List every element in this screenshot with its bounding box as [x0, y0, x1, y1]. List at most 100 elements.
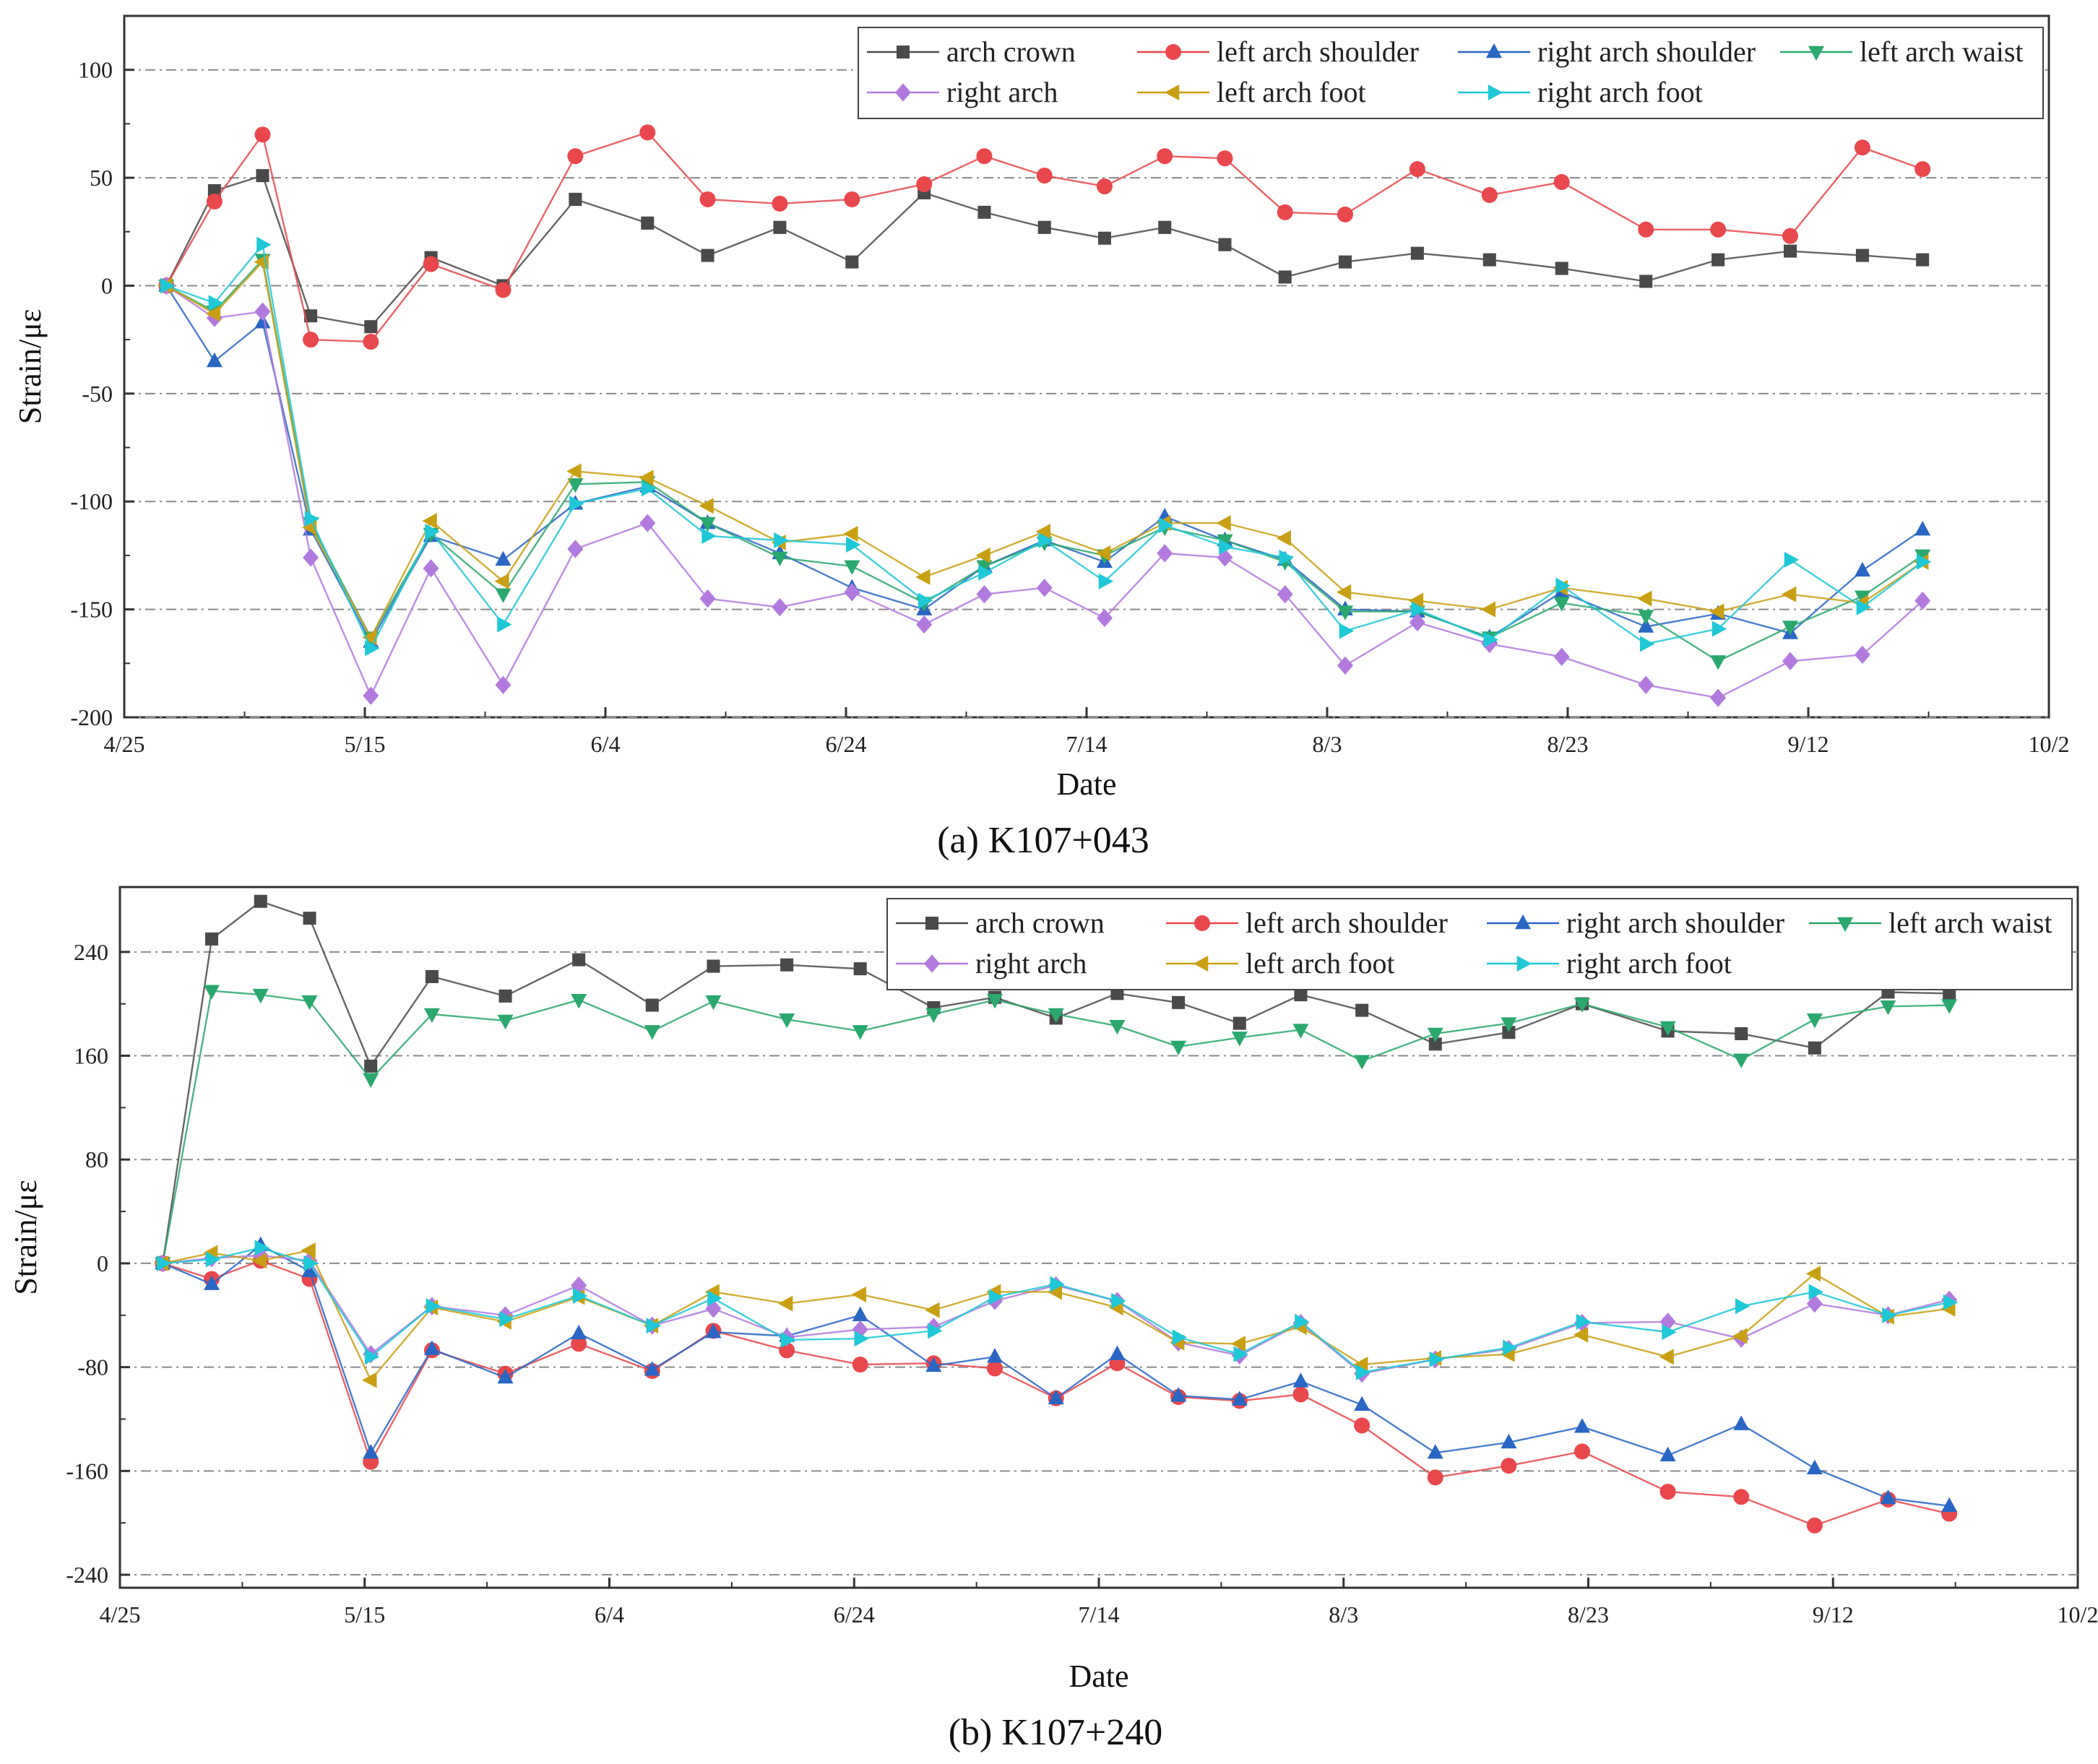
y-tick-label: -150: [70, 597, 113, 623]
data-point: [206, 193, 223, 209]
legend-label: arch crown: [975, 907, 1105, 939]
data-point: [699, 516, 716, 532]
data-point: [1354, 1396, 1370, 1411]
data-point: [977, 205, 991, 219]
data-point: [569, 192, 582, 206]
series-line: [163, 1247, 1950, 1374]
data-point: [1781, 586, 1797, 602]
data-point: [1428, 1037, 1442, 1051]
data-point: [1048, 1389, 1064, 1404]
data-point: [254, 1240, 269, 1256]
legend-label: left arch waist: [1860, 35, 2024, 68]
series-line: [165, 174, 1923, 328]
data-point: [699, 589, 716, 608]
series-line: [165, 260, 1923, 640]
data-point: [1170, 1387, 1187, 1402]
data-point: [644, 1361, 660, 1376]
data-point: [1294, 988, 1308, 1002]
data-point: [1854, 590, 1870, 605]
data-point: [1711, 621, 1727, 637]
legend-label: left arch waist: [1888, 907, 2052, 939]
y-tick-label: 240: [74, 939, 108, 965]
data-point: [1941, 1497, 1958, 1513]
legend-label: right arch: [975, 947, 1087, 980]
data-point: [363, 1444, 379, 1459]
x-tick-label: 8/3: [1313, 731, 1342, 757]
data-point: [571, 1336, 587, 1352]
legend-item: left arch shoulder: [1166, 907, 1448, 939]
series-line: [165, 242, 1923, 651]
data-point: [645, 998, 659, 1012]
data-point: [1659, 1021, 1676, 1037]
legend-marker: [1165, 44, 1181, 60]
data-point: [254, 126, 271, 143]
data-point: [364, 320, 378, 334]
data-point: [1941, 999, 1958, 1014]
data-point: [1784, 551, 1800, 568]
data-point: [304, 309, 318, 323]
data-point: [495, 588, 511, 603]
legend-marker: [1194, 915, 1210, 931]
data-point: [1292, 1386, 1309, 1403]
grid-lines: [124, 69, 2049, 718]
data-point: [844, 560, 860, 575]
data-point: [1109, 1345, 1126, 1360]
legend-marker: [1486, 43, 1502, 59]
data-point: [1553, 647, 1570, 666]
data-point: [1278, 270, 1292, 284]
x-tick-label: 9/12: [1788, 731, 1829, 757]
legend-marker: [1488, 85, 1503, 100]
data-point: [1096, 178, 1113, 195]
data-point: [1231, 1391, 1248, 1406]
y-tick-label: 0: [101, 272, 113, 298]
data-point: [1574, 998, 1591, 1013]
legend-item: right arch foot: [1458, 76, 1703, 108]
data-point: [1292, 1024, 1309, 1039]
y-tick-label: 0: [97, 1250, 108, 1276]
y-tick-label: -100: [70, 488, 113, 514]
data-point: [705, 1300, 722, 1318]
data-point: [1501, 1017, 1517, 1032]
series-line: [165, 131, 1923, 343]
data-point: [1277, 204, 1293, 220]
data-point: [1292, 1372, 1309, 1388]
x-tick-label: 9/12: [1813, 1601, 1854, 1627]
series-line: [162, 990, 1950, 1264]
data-point: [1230, 1336, 1246, 1352]
data-point: [494, 573, 509, 589]
series-layer: [154, 894, 1959, 1534]
data-point: [498, 989, 512, 1003]
data-point: [571, 994, 587, 1009]
data-point: [1427, 1444, 1443, 1459]
series-line: [162, 1244, 1950, 1507]
data-point: [1219, 538, 1234, 555]
data-point: [205, 932, 219, 946]
data-point: [773, 220, 787, 234]
legend-marker: [1808, 46, 1824, 61]
legend-label: right arch: [946, 76, 1058, 108]
data-point: [1782, 621, 1799, 636]
data-point: [705, 1323, 722, 1339]
legend-item: left arch waist: [1780, 35, 2024, 68]
data-point: [495, 282, 511, 298]
data-point: [1096, 608, 1113, 628]
data-point: [497, 1014, 514, 1030]
data-point: [702, 528, 717, 545]
legend-marker: [925, 916, 939, 930]
data-point: [254, 314, 271, 329]
series-line: [163, 1254, 1950, 1375]
x-tick-label: 7/14: [1079, 1601, 1120, 1627]
legend-item: right arch: [896, 947, 1087, 980]
legend: arch crown left arch shoulder right arch s…: [886, 898, 2073, 990]
data-point: [1336, 584, 1352, 600]
data-point: [1158, 517, 1174, 534]
data-point: [1806, 1294, 1823, 1313]
data-point: [1502, 1026, 1516, 1039]
data-point: [1553, 174, 1570, 191]
data-point: [1638, 221, 1654, 238]
data-point: [1354, 1055, 1370, 1070]
y-axis: -200 -150 -100 -50 0 50 100: [70, 57, 134, 730]
data-point: [1233, 1346, 1248, 1362]
legend: arch crown left arch shoulder right arch s…: [858, 27, 2044, 119]
